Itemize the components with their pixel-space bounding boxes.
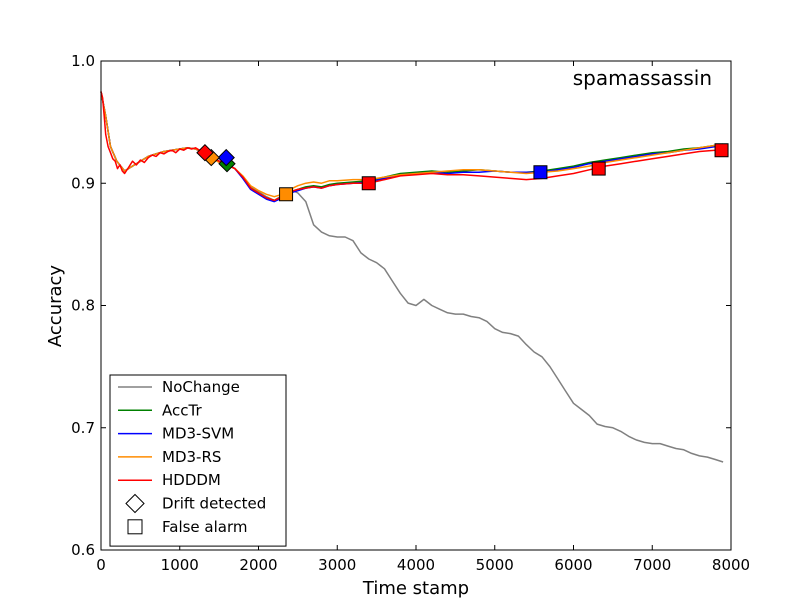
x-tick-label: 8000 [712,556,750,574]
plot-area [100,91,729,463]
y-tick-label: 0.6 [71,541,95,559]
axis-ticks: 0 1000 2000 3000 4000 5000 6000 7000 8000 0.6 0.7 0… [71,52,750,574]
drift-marker-hdddm [196,143,214,162]
y-tick-label: 0.8 [71,297,95,315]
legend-label-md3-svm: MD3-SVM [162,425,234,443]
false-alarm-marker-hdddm [714,143,729,158]
y-tick-label: 0.7 [71,419,95,437]
x-tick-label: 5000 [476,556,514,574]
drift-marker-md3-svm [217,148,235,167]
false-alarm-marker-hdddm [591,161,606,176]
chart-title: spamassassin [573,66,712,90]
series-line-hdddm [100,91,724,202]
y-axis-label: Accuracy [45,265,66,348]
legend-diamond-icon [125,493,145,514]
x-tick-label: 7000 [633,556,671,574]
legend-square-icon [127,519,143,535]
legend-label-drift-detected: Drift detected [162,495,266,513]
legend-label-md3-rs: MD3-RS [162,448,221,466]
legend-label-false-alarm: False alarm [162,518,248,536]
x-tick-label: 4000 [397,556,435,574]
legend-label-acctr: AccTr [162,401,202,419]
x-tick-label: 2000 [239,556,277,574]
legend-box [109,374,287,547]
series-line-md3-rs [100,91,724,198]
x-tick-label: 0 [96,556,106,574]
x-tick-label: 3000 [318,556,356,574]
false-alarm-marker-md3-svm [533,165,548,180]
y-tick-label: 1.0 [71,52,95,70]
legend-label-hdddm: HDDDM [162,471,221,489]
false-alarm-marker-md3-rs [279,187,294,202]
x-axis-label: Time stamp [362,578,469,599]
y-tick-label: 0.9 [71,174,95,192]
x-tick-label: 1000 [161,556,199,574]
x-tick-label: 6000 [554,556,592,574]
false-alarm-marker-hdddm [361,176,376,191]
legend: NoChange AccTr MD3-SVM MD3-RS HDDDM Drift det… [109,374,287,547]
legend-label-nochange: NoChange [162,378,240,396]
